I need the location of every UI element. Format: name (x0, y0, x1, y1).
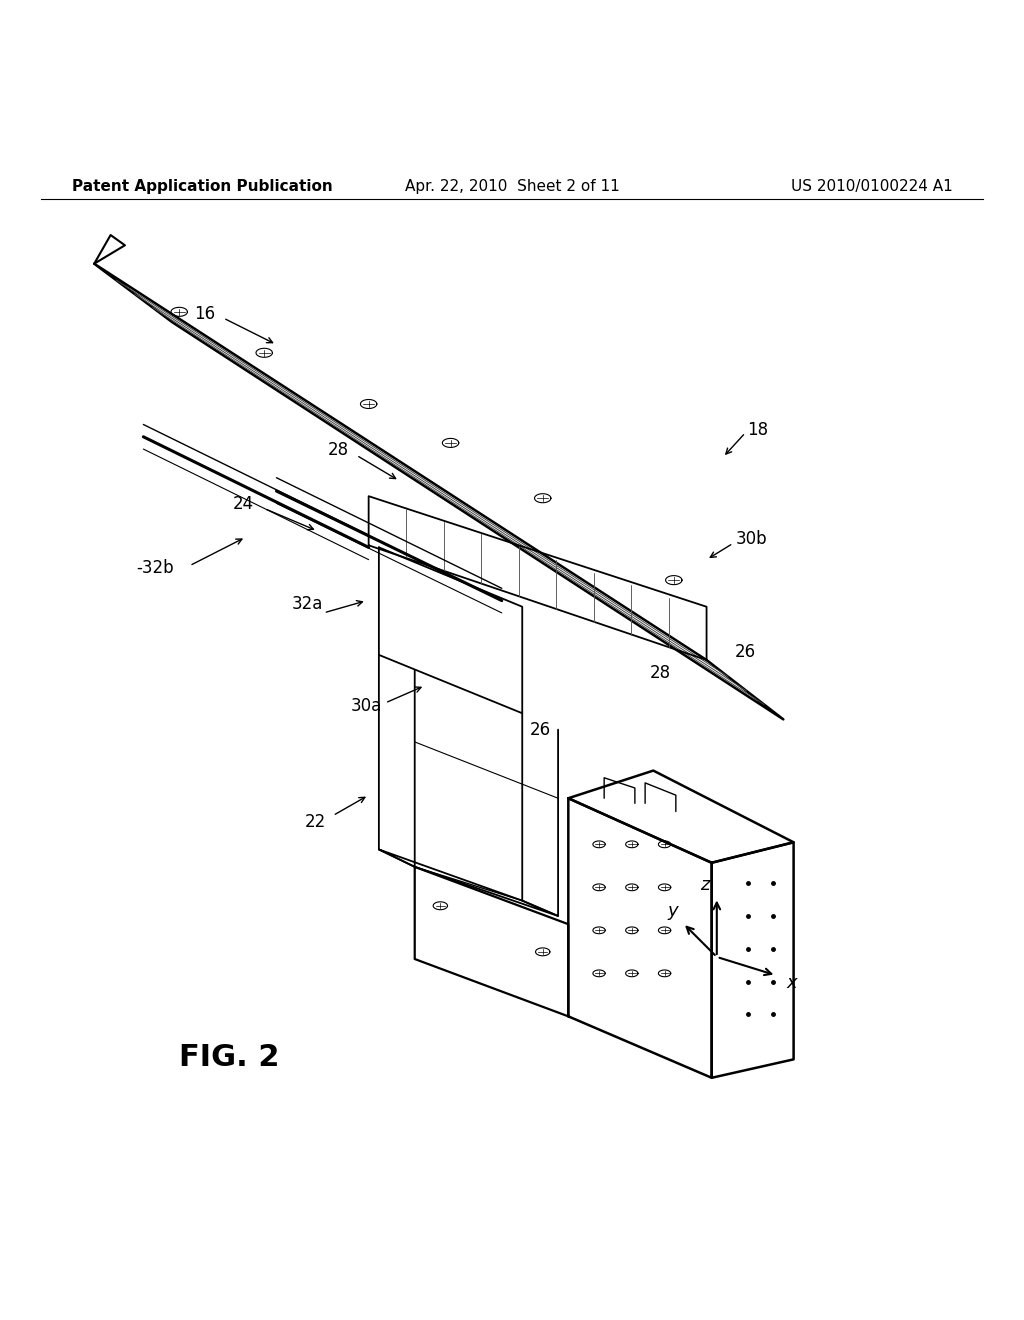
Text: 28: 28 (328, 441, 348, 459)
Text: 30a: 30a (351, 697, 382, 715)
Text: FIG. 2: FIG. 2 (179, 1043, 280, 1072)
Text: 30b: 30b (735, 531, 767, 548)
Text: 16: 16 (195, 305, 215, 323)
Text: 22: 22 (305, 813, 326, 830)
Text: 28: 28 (650, 664, 671, 682)
Text: 26: 26 (530, 721, 551, 739)
Text: y: y (668, 902, 678, 920)
Text: Patent Application Publication: Patent Application Publication (72, 180, 333, 194)
Text: 18: 18 (748, 421, 769, 438)
Text: x: x (786, 974, 797, 991)
Text: 32a: 32a (292, 595, 323, 612)
Text: z: z (699, 876, 710, 894)
Text: US 2010/0100224 A1: US 2010/0100224 A1 (791, 180, 952, 194)
Text: Apr. 22, 2010  Sheet 2 of 11: Apr. 22, 2010 Sheet 2 of 11 (404, 180, 620, 194)
Text: 26: 26 (735, 643, 757, 661)
Text: 24: 24 (233, 495, 254, 513)
Text: -32b: -32b (136, 558, 174, 577)
